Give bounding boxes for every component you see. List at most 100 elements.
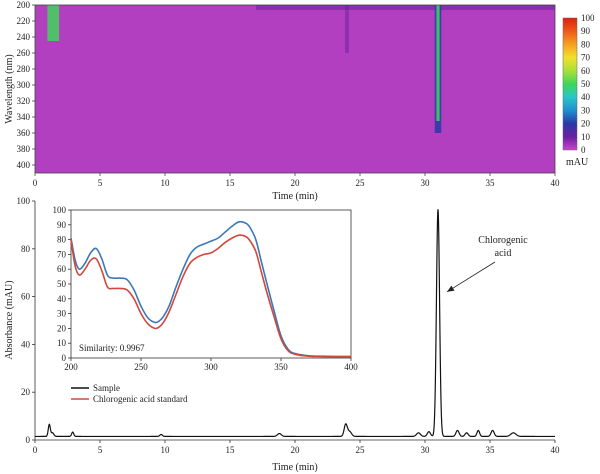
chromatogram-y-label: Absorbance (mAU) — [4, 280, 15, 359]
heatmap-band-2 — [345, 5, 349, 53]
chromatogram-y-ticks: 0 20 40 60 80 100 — [17, 196, 35, 445]
chromatogram-x-label: Time (min) — [272, 462, 317, 473]
colorbar-tick-label: 50 — [581, 79, 591, 89]
inset-x-ticks: 200 250 300 350 400 — [64, 358, 358, 372]
chromatogram-x-tick-label: 15 — [226, 445, 236, 455]
inset-x-tick-label: 250 — [134, 362, 148, 372]
colorbar-tick-label: 100 — [581, 13, 595, 23]
colorbar-tick-label: 80 — [581, 39, 591, 49]
legend-label-sample: Sample — [93, 383, 120, 393]
heatmap-x-tick-label: 40 — [551, 178, 561, 188]
colorbar-tick-label: 20 — [581, 119, 591, 129]
chromatogram-x-tick-label: 35 — [486, 445, 496, 455]
heatmap-x-tick-label: 20 — [291, 178, 301, 188]
annotation-line-2: acid — [495, 248, 512, 259]
colorbar-tick-label: 70 — [581, 53, 591, 63]
legend-label-standard: Chlorogenic acid standard — [93, 394, 188, 404]
inset-y-tick-label: 80 — [57, 235, 67, 245]
inset-y-tick-label: 100 — [53, 205, 67, 215]
heatmap-y-label: Wavelength (nm) — [4, 54, 15, 123]
heatmap-x-tick-label: 30 — [421, 178, 431, 188]
chromatogram-x-tick-label: 40 — [551, 445, 561, 455]
heatmap-x-label: Time (min) — [272, 191, 317, 202]
inset-y-tick-label: 20 — [57, 323, 67, 333]
chromatogram-y-tick-label: 40 — [21, 339, 31, 349]
heatmap-y-tick-label: 300 — [17, 80, 31, 90]
heatmap-y-tick-label: 380 — [17, 144, 31, 154]
chromatogram-y-tick-label: 0 — [26, 435, 31, 445]
chromatogram-x-tick-label: 25 — [356, 445, 366, 455]
inset-spectrum: 200 250 300 350 400 0 10 20 30 40 50 60 70 80 90 100 S… — [53, 205, 359, 372]
heatmap-x-tick-label: 0 — [33, 178, 38, 188]
heatmap-x-tick-label: 10 — [161, 178, 171, 188]
heatmap-y-tick-label: 280 — [17, 64, 31, 74]
chromatogram-x-tick-label: 10 — [161, 445, 171, 455]
legend: Sample Chlorogenic acid standard — [71, 383, 188, 404]
annotation-arrow — [446, 261, 496, 293]
colorbar-gradient — [562, 17, 578, 151]
inset-x-tick-label: 350 — [274, 362, 288, 372]
chromatogram-x-ticks: 0 5 10 15 20 25 30 35 40 — [33, 440, 560, 455]
chromatogram-x-tick-label: 0 — [33, 445, 38, 455]
heatmap-features — [47, 5, 555, 133]
inset-y-tick-label: 70 — [57, 249, 67, 259]
chromatogram-y-tick-label: 20 — [21, 387, 31, 397]
inset-series-line-0 — [70, 220, 352, 358]
inset-y-tick-label: 0 — [62, 353, 67, 363]
heatmap-panel: 0 5 10 15 20 25 30 35 40 200 220 240 260 280 300 320 34… — [4, 0, 560, 202]
inset-y-tick-label: 50 — [57, 279, 67, 289]
heatmap-x-tick-label: 5 — [98, 178, 103, 188]
colorbar-tick-label: 40 — [581, 92, 591, 102]
heatmap-y-tick-label: 400 — [17, 160, 31, 170]
heatmap-x-tick-label: 25 — [356, 178, 366, 188]
chromatogram-x-tick-label: 30 — [421, 445, 431, 455]
inset-frame — [70, 209, 352, 359]
heatmap-x-ticks: 0 5 10 15 20 25 30 35 40 — [33, 173, 560, 188]
colorbar-tick-label: 10 — [581, 132, 591, 142]
chromatogram-x-tick-label: 20 — [291, 445, 301, 455]
inset-y-tick-label: 10 — [57, 338, 67, 348]
colorbar-tick-label: 90 — [581, 26, 591, 36]
heatmap-band-1 — [47, 5, 60, 41]
heatmap-y-tick-label: 240 — [17, 32, 31, 42]
heatmap-y-tick-label: 200 — [17, 0, 31, 10]
chromatogram-y-tick-label: 100 — [17, 196, 31, 206]
heatmap-background — [35, 5, 555, 173]
inset-x-tick-label: 200 — [64, 362, 78, 372]
heatmap-x-tick-label: 15 — [226, 178, 236, 188]
annotation-arrowhead — [447, 285, 455, 292]
heatmap-y-tick-label: 320 — [17, 96, 31, 106]
heatmap-top-strip — [256, 5, 555, 10]
inset-x-tick-label: 400 — [344, 362, 358, 372]
chromatogram-x-tick-label: 5 — [98, 445, 103, 455]
chlorogenic-acid-annotation: Chlorogenic acid — [446, 235, 528, 293]
heatmap-y-tick-label: 220 — [17, 16, 31, 26]
similarity-label: Similarity: 0.9967 — [79, 343, 145, 353]
colorbar-tick-label: 60 — [581, 66, 591, 76]
colorbar-label: mAU — [566, 157, 589, 168]
inset-y-tick-label: 40 — [57, 294, 67, 304]
heatmap-y-tick-label: 340 — [17, 112, 31, 122]
heatmap-x-tick-label: 35 — [486, 178, 496, 188]
inset-y-tick-label: 30 — [57, 309, 67, 319]
chromatogram-y-tick-label: 80 — [21, 244, 31, 254]
inset-y-tick-label: 90 — [57, 220, 67, 230]
inset-series — [70, 220, 352, 358]
colorbar-tick-label: 30 — [581, 105, 591, 115]
colorbar-tick-label: 0 — [581, 145, 586, 155]
heatmap-band-3 — [436, 5, 440, 121]
chromatogram-sample-line — [35, 209, 555, 438]
chromatogram-y-tick-label: 60 — [21, 292, 31, 302]
inset-y-tick-label: 60 — [57, 264, 67, 274]
inset-y-ticks: 0 10 20 30 40 50 60 70 80 90 100 — [53, 205, 71, 363]
heatmap-y-ticks: 200 220 240 260 280 300 320 340 360 380 400 — [17, 0, 35, 170]
inset-x-tick-label: 300 — [204, 362, 218, 372]
heatmap-y-tick-label: 260 — [17, 48, 31, 58]
inset-series-line-1 — [70, 234, 351, 358]
heatmap-y-tick-label: 360 — [17, 128, 31, 138]
annotation-line-1: Chlorogenic — [478, 235, 528, 246]
